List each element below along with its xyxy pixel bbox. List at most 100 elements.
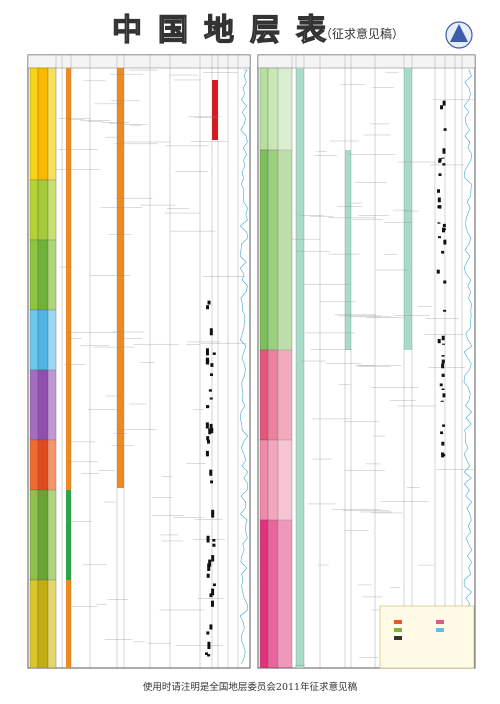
lithology-mark [440,105,444,110]
curve-line [463,69,473,665]
lithology-mark [441,355,445,357]
lithology-mark [207,300,211,305]
lithology-mark [208,559,212,567]
lithology-mark [210,480,214,484]
color-band [277,67,293,151]
lithology-mark [211,588,215,596]
color-band [277,349,293,441]
lithology-mark [209,624,213,630]
color-band [29,309,39,371]
lithology-mark [442,148,446,153]
lithology-mark [442,228,446,231]
color-band [47,239,57,311]
lithology-mark [437,339,441,344]
color-band [277,149,293,351]
lithology-mark [209,328,213,336]
color-band [29,239,39,311]
lithology-mark [443,309,447,312]
color-band [29,179,39,241]
lithology-mark [438,205,442,209]
lithology-mark [441,157,445,159]
color-band [47,439,57,491]
lithology-mark [441,250,445,254]
lithology-mark [208,389,212,392]
lithology-mark [209,593,213,598]
lithology-mark [212,583,216,587]
lithology-mark [441,359,445,364]
color-band [259,439,269,521]
color-band [47,579,57,669]
lithology-mark [438,173,442,177]
subtitle: （征求意见稿） [320,26,404,41]
color-band [47,179,57,241]
lithology-mark [443,280,447,284]
header-row [27,54,251,69]
lithology-mark [212,352,216,355]
color-band [29,369,39,441]
lithology-mark [212,539,216,542]
color-band [259,149,269,351]
color-band [37,439,49,491]
lithology-mark [206,305,210,310]
color-band [29,439,39,491]
lithology-mark [441,335,445,341]
lithology-mark [205,348,209,356]
color-band [267,67,279,151]
color-band [37,67,49,181]
orange-column [66,68,71,668]
lithology-mark [206,573,210,578]
lithology-mark [212,543,216,547]
lithology-mark [440,431,444,435]
color-band [47,369,57,441]
lithology-mark [206,405,210,408]
lithology-mark [443,239,447,245]
lithology-mark [441,388,445,390]
lithology-mark [438,236,442,239]
color-band [259,67,269,151]
lithology-mark [438,158,442,162]
logo [445,21,473,49]
lithology-mark [441,441,445,446]
legend-box [379,605,475,669]
lithology-mark [438,159,442,163]
color-band [47,67,57,181]
teal-column [296,68,304,668]
lithology-mark [442,454,446,457]
lithology-mark [206,357,210,365]
teal-column [404,68,412,350]
left-panel [27,54,251,669]
lithology-mark [436,269,440,274]
lithology-mark [208,428,212,435]
lithology-mark [209,397,213,400]
color-band [37,239,49,311]
color-band [29,579,39,669]
lithology-mark [442,223,446,228]
lithology-mark [442,343,446,345]
color-band [37,579,49,669]
lithology-mark [439,383,443,387]
color-band [277,439,293,521]
color-band [47,309,57,371]
lithology-mark [442,100,446,106]
color-band [277,519,293,669]
teal-column [345,150,351,350]
lithology-mark [440,400,444,402]
lithology-mark [442,424,446,427]
lithology-mark [211,509,215,518]
lithology-mark [205,450,209,457]
color-band [37,309,49,371]
lithology-mark [206,439,210,444]
lithology-mark [207,654,211,657]
lithology-mark [206,535,210,543]
color-band [37,179,49,241]
footer: 使用时请注明是全国地层委员会2011年征求意见稿 [143,681,358,693]
lithology-mark [443,128,447,131]
color-band [259,519,269,669]
color-band [259,349,269,441]
lithology-mark [207,563,211,571]
color-band [47,489,57,581]
lithology-mark [442,163,446,166]
lithology-mark [205,422,209,429]
lithology-mark [437,222,441,224]
